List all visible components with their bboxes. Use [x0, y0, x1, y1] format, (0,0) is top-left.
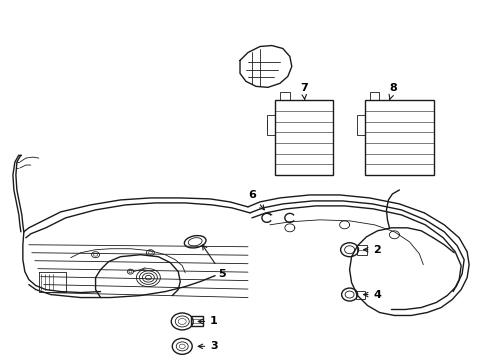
Text: 3: 3: [198, 341, 217, 351]
Text: 2: 2: [363, 245, 381, 255]
Text: 6: 6: [247, 190, 264, 210]
Bar: [266, 115, 274, 135]
Bar: [279, 92, 289, 100]
Bar: [191, 316, 203, 327]
Text: 7: 7: [299, 84, 307, 99]
Text: 5: 5: [202, 245, 225, 279]
Text: 4: 4: [363, 289, 381, 300]
Bar: [364, 100, 433, 175]
Bar: [355, 291, 364, 298]
Bar: [274, 100, 332, 175]
Bar: [369, 92, 379, 100]
Bar: [356, 245, 366, 255]
Text: 1: 1: [198, 316, 218, 327]
Text: 8: 8: [388, 84, 396, 99]
Bar: [356, 115, 364, 135]
